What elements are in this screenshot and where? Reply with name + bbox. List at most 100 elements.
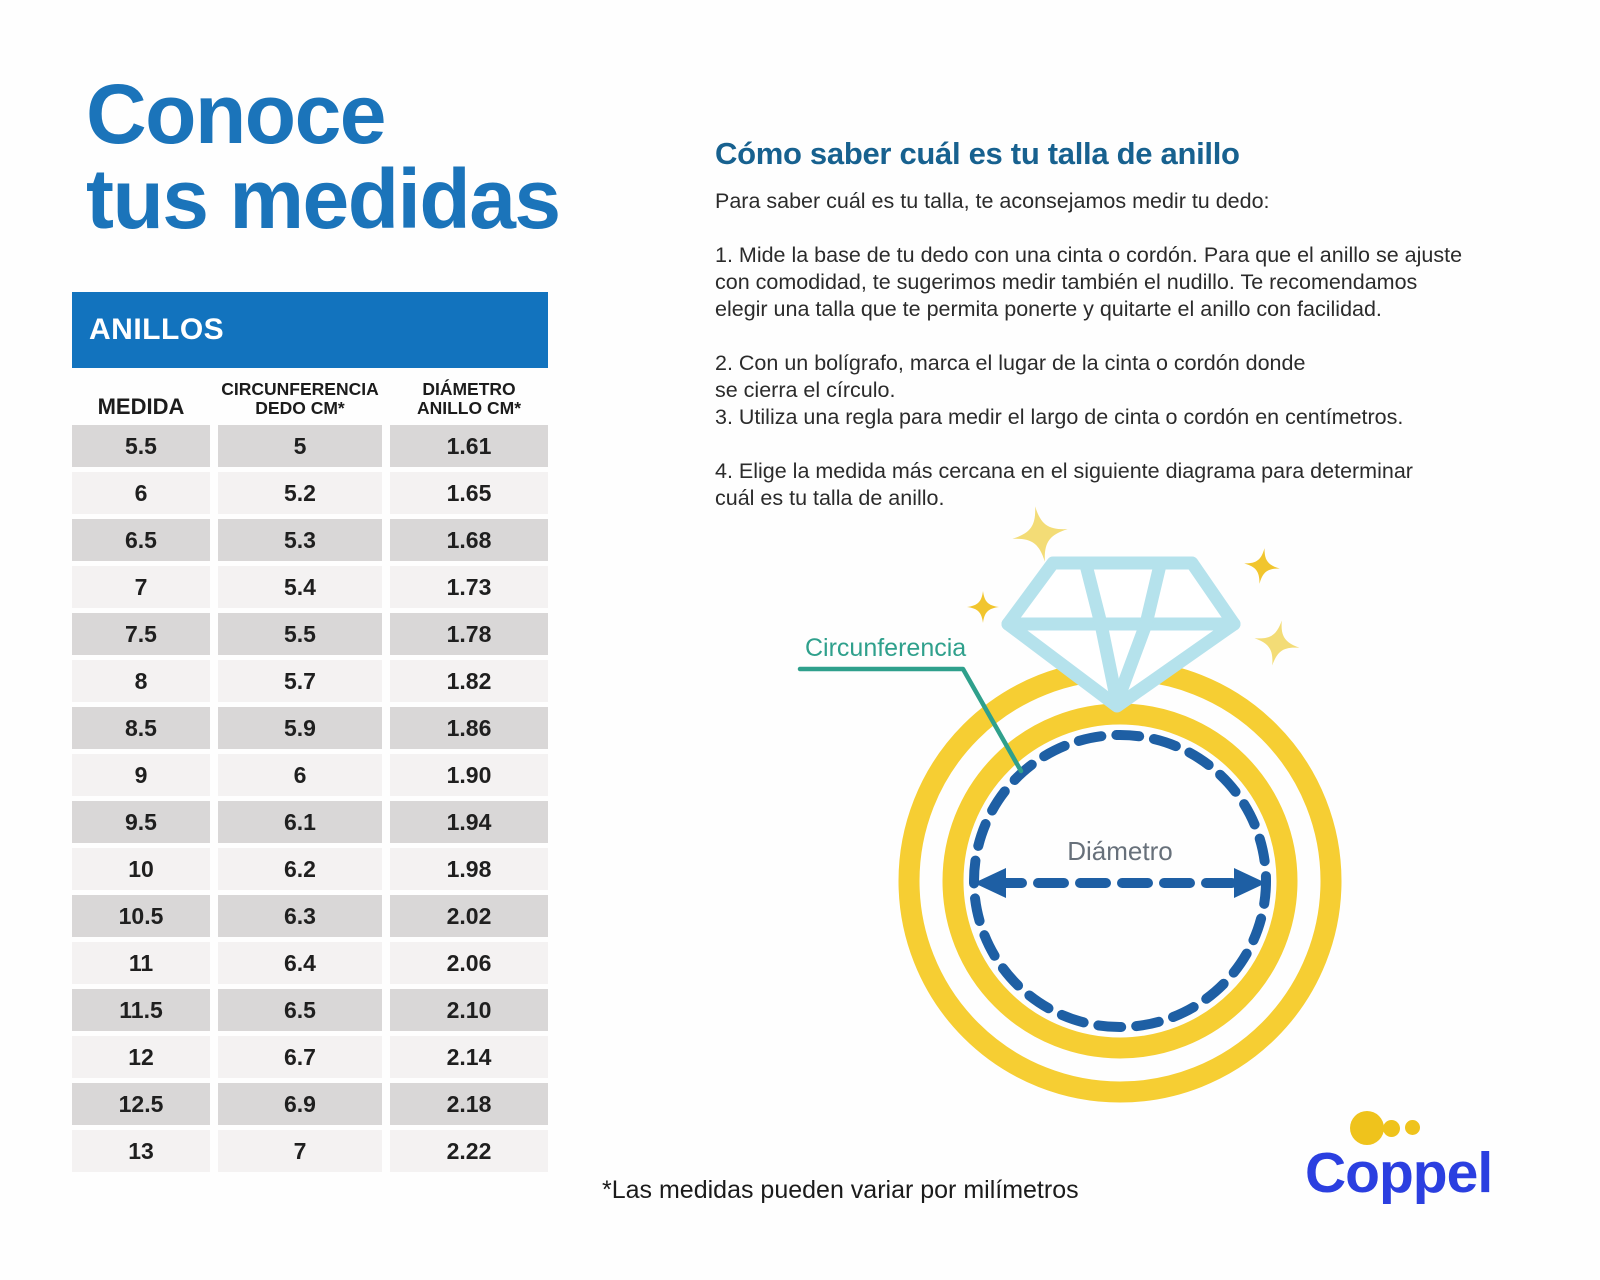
cell-medida: 7.5 (72, 613, 210, 655)
cell-medida: 8.5 (72, 707, 210, 749)
cell-diametro: 1.61 (390, 425, 548, 467)
cell-circunferencia: 6.2 (218, 848, 382, 890)
ring-inner-circle (942, 703, 1298, 1059)
table-row: 8 5.7 1.82 (72, 660, 548, 702)
footnote: *Las medidas pueden variar por milímetro… (602, 1176, 1079, 1204)
column-header-medida: MEDIDA (97, 394, 185, 419)
coppel-logo-text: Coppel (1305, 1141, 1493, 1205)
cell-medida: 13 (72, 1130, 210, 1172)
cell-diametro: 1.78 (390, 613, 548, 655)
coppel-logo: Coppel (1305, 1098, 1515, 1218)
page-title-line2: tus medidas (86, 152, 561, 246)
cell-medida: 10.5 (72, 895, 210, 937)
cell-medida: 5.5 (72, 425, 210, 467)
circumference-label: Circunferencia (805, 634, 966, 662)
cell-circunferencia: 6.9 (218, 1083, 382, 1125)
cell-circunferencia: 5.9 (218, 707, 382, 749)
cell-diametro: 1.73 (390, 566, 548, 608)
circumference-pointer-line (797, 666, 1024, 774)
table-row: 10.5 6.3 2.02 (72, 895, 548, 937)
table-row: 11.5 6.5 2.10 (72, 989, 548, 1031)
instruction-step: 2. Con un bolígrafo, marca el lugar de l… (715, 351, 1306, 402)
table-body: 5.5 5 1.61 6 5.2 1.65 6.5 5.3 1.68 7 5.4… (72, 425, 548, 1172)
cell-circunferencia: 6.5 (218, 989, 382, 1031)
sparkle-icon (1254, 620, 1300, 666)
table-row: 6 5.2 1.65 (72, 472, 548, 514)
cell-circunferencia: 5.4 (218, 566, 382, 608)
cell-diametro: 1.90 (390, 754, 548, 796)
cell-circunferencia: 6.4 (218, 942, 382, 984)
cell-circunferencia: 5.3 (218, 519, 382, 561)
sparkle-icon (967, 591, 999, 623)
diameter-label: Diámetro (1067, 836, 1172, 866)
table-banner-label: ANILLOS (89, 313, 225, 346)
instruction-step: 1. Mide la base de tu dedo con una cinta… (715, 243, 1463, 321)
coppel-dot-large-icon (1350, 1111, 1384, 1145)
cell-circunferencia: 6.7 (218, 1036, 382, 1078)
sparkle-icon (1244, 548, 1280, 584)
cell-diametro: 1.98 (390, 848, 548, 890)
instructions-steps: 1. Mide la base de tu dedo con una cinta… (715, 242, 1515, 512)
cell-medida: 11.5 (72, 989, 210, 1031)
cell-medida: 9 (72, 754, 210, 796)
table-row: 7 5.4 1.73 (72, 566, 548, 608)
column-header-diametro: DIÁMETRO ANILLO CM* (416, 379, 522, 418)
coppel-dot-small-icon (1405, 1120, 1420, 1135)
cell-circunferencia: 7 (218, 1130, 382, 1172)
cell-medida: 12 (72, 1036, 210, 1078)
cell-circunferencia: 5.7 (218, 660, 382, 702)
cell-diametro: 1.94 (390, 801, 548, 843)
sparkle-icon (1012, 506, 1068, 562)
page-title: Conoce tus medidas (86, 67, 561, 246)
cell-medida: 7 (72, 566, 210, 608)
table-row: 9.5 6.1 1.94 (72, 801, 548, 843)
cell-diametro: 1.65 (390, 472, 548, 514)
cell-circunferencia: 6.1 (218, 801, 382, 843)
cell-medida: 6.5 (72, 519, 210, 561)
cell-diametro: 2.10 (390, 989, 548, 1031)
coppel-dot-mid-icon (1383, 1120, 1400, 1137)
ring-diagram: Diámetro Circunferencia (797, 506, 1342, 1103)
table-row: 5.5 5 1.61 (72, 425, 548, 467)
instruction-step: 3. Utiliza una regla para medir el largo… (715, 405, 1404, 429)
instruction-step: 4. Elige la medida más cercana en el sig… (715, 459, 1413, 510)
cell-circunferencia: 6 (218, 754, 382, 796)
table-header-row: MEDIDA CIRCUNFERENCIA DEDO CM* DIÁMETRO … (72, 368, 548, 425)
diamond-icon (1001, 556, 1241, 713)
cell-diametro: 2.02 (390, 895, 548, 937)
instructions-heading: Cómo saber cuál es tu talla de anillo (715, 136, 1240, 171)
cell-diametro: 1.68 (390, 519, 548, 561)
table-row: 6.5 5.3 1.68 (72, 519, 548, 561)
cell-diametro: 2.22 (390, 1130, 548, 1172)
diameter-arrow (974, 868, 1266, 898)
table-row: 11 6.4 2.06 (72, 942, 548, 984)
cell-circunferencia: 5.5 (218, 613, 382, 655)
cell-medida: 10 (72, 848, 210, 890)
cell-circunferencia: 5.2 (218, 472, 382, 514)
cell-circunferencia: 6.3 (218, 895, 382, 937)
table-row: 9 6 1.90 (72, 754, 548, 796)
cell-diametro: 1.82 (390, 660, 548, 702)
page-title-line1: Conoce (86, 67, 387, 161)
cell-diametro: 2.06 (390, 942, 548, 984)
cell-medida: 12.5 (72, 1083, 210, 1125)
table-row: 13 7 2.22 (72, 1130, 548, 1172)
cell-diametro: 2.14 (390, 1036, 548, 1078)
table-row: 10 6.2 1.98 (72, 848, 548, 890)
ring-size-table: ANILLOS MEDIDA CIRCUNFERENCIA DEDO CM* D… (72, 292, 548, 1177)
cell-circunferencia: 5 (218, 425, 382, 467)
table-row: 12 6.7 2.14 (72, 1036, 548, 1078)
cell-medida: 9.5 (72, 801, 210, 843)
circumference-dashed-circle (969, 730, 1271, 1032)
cell-medida: 11 (72, 942, 210, 984)
table-row: 8.5 5.9 1.86 (72, 707, 548, 749)
cell-diametro: 1.86 (390, 707, 548, 749)
cell-diametro: 2.18 (390, 1083, 548, 1125)
table-banner: ANILLOS (72, 292, 548, 368)
cell-medida: 6 (72, 472, 210, 514)
instructions-panel: Cómo saber cuál es tu talla de anillo Pa… (715, 136, 1515, 539)
instructions-intro: Para saber cuál es tu talla, te aconseja… (715, 189, 1270, 213)
column-header-circunferencia: CIRCUNFERENCIA DEDO CM* (221, 379, 379, 418)
table-row: 7.5 5.5 1.78 (72, 613, 548, 655)
